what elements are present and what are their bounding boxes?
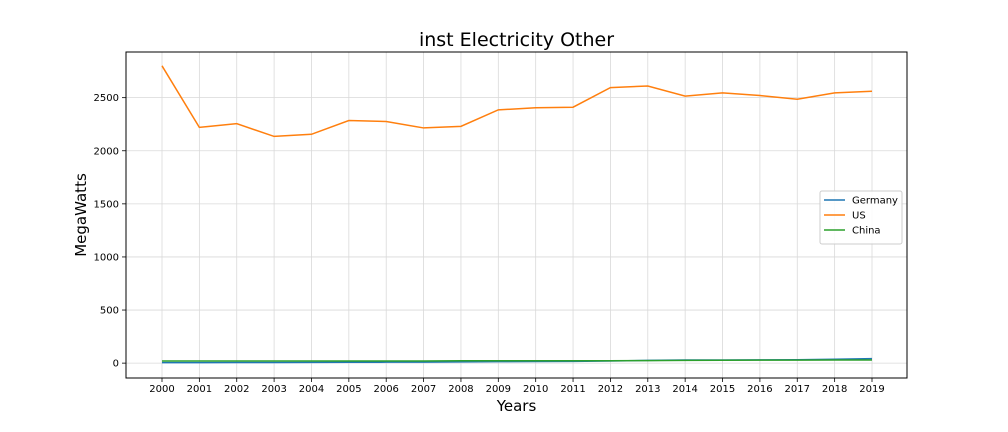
legend: Germany US China xyxy=(819,190,903,245)
x-tick-label: 2018 xyxy=(822,384,847,395)
chart-title: inst Electricity Other xyxy=(419,29,614,51)
x-tick-label: 2001 xyxy=(187,384,212,395)
x-tick-label: 2000 xyxy=(149,384,174,395)
x-tick-label: 2009 xyxy=(486,384,511,395)
y-axis-ticks: 0 500 1000 1500 2000 2500 xyxy=(94,93,126,370)
x-tick-label: 2014 xyxy=(672,384,697,395)
x-tick-label: 2011 xyxy=(560,384,585,395)
series-line-china xyxy=(162,359,873,362)
y-tick-label: 2000 xyxy=(94,146,119,157)
y-tick-label: 1000 xyxy=(94,252,119,263)
x-tick-label: 2013 xyxy=(635,384,660,395)
x-tick-label: 2016 xyxy=(747,384,772,395)
legend-label: China xyxy=(852,226,881,237)
legend-label: US xyxy=(852,211,866,222)
plot-frame xyxy=(125,51,908,379)
x-tick-label: 2006 xyxy=(373,384,398,395)
x-tick-label: 2017 xyxy=(785,384,810,395)
x-tick-label: 2002 xyxy=(224,384,249,395)
x-tick-label: 2005 xyxy=(336,384,361,395)
x-axis-label: Years xyxy=(496,397,537,415)
series-lines xyxy=(161,65,873,364)
y-tick-label: 500 xyxy=(100,306,119,317)
x-axis-ticks: 2000 2001 2002 2003 2004 2005 2006 2007 2008 2009… xyxy=(149,378,885,395)
x-tick-label: 2019 xyxy=(859,384,884,395)
x-tick-label: 2010 xyxy=(523,384,548,395)
series-line-us xyxy=(161,65,873,138)
y-axis-label: MegaWatts xyxy=(72,173,90,257)
x-tick-label: 2008 xyxy=(448,384,473,395)
legend-label: Germany xyxy=(852,196,898,207)
x-tick-label: 2012 xyxy=(598,384,623,395)
x-tick-label: 2007 xyxy=(411,384,436,395)
x-tick-label: 2004 xyxy=(299,384,324,395)
y-tick-label: 0 xyxy=(113,359,119,370)
y-tick-label: 2500 xyxy=(94,93,119,104)
y-tick-label: 1500 xyxy=(94,199,119,210)
x-tick-label: 2015 xyxy=(710,384,735,395)
x-tick-label: 2003 xyxy=(261,384,286,395)
